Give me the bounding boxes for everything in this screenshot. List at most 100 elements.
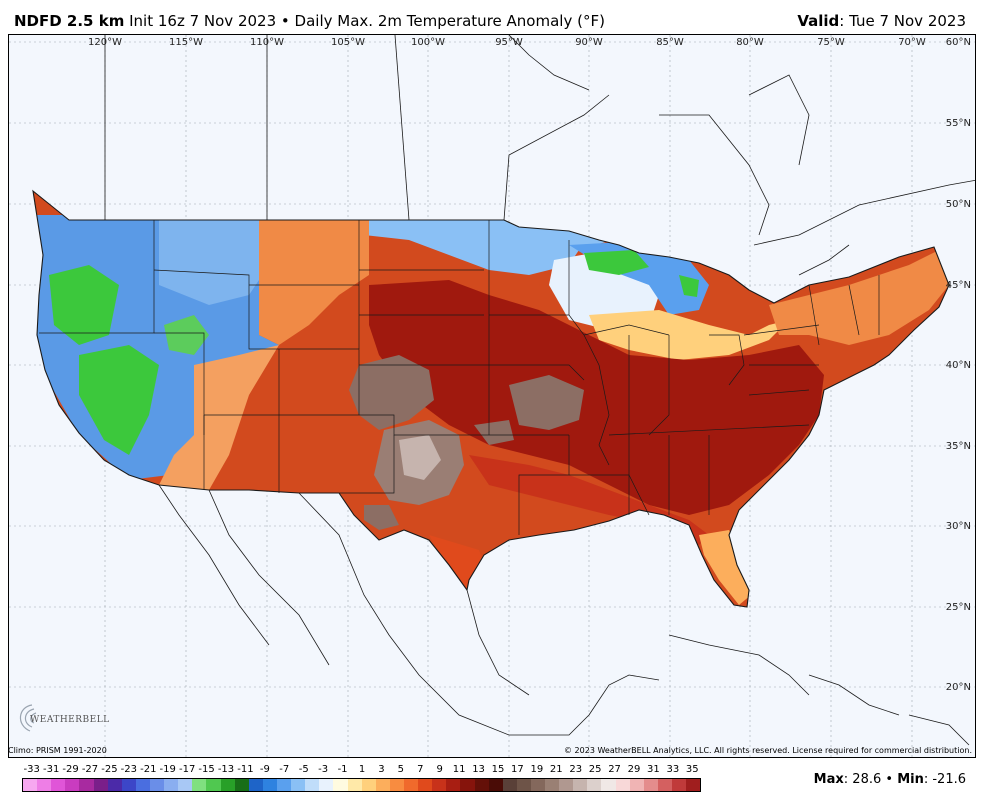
colorbar-swatch — [672, 779, 687, 791]
colorbar-tick-label: -11 — [237, 764, 254, 775]
colorbar-swatch — [23, 779, 38, 791]
lon-label-10: 70°W — [898, 37, 926, 48]
lat-label-5: 35°N — [946, 441, 971, 452]
colorbar-swatch — [629, 779, 644, 791]
lon-label-0: 120°W — [88, 37, 122, 48]
colorbar-tick-labels: -33 -31 -29 -27 -25 -23 -21 -19 -17 -15 -13 -11 -9 -7… — [14, 764, 704, 778]
colorbar-tick-label: 11 — [452, 764, 466, 775]
colorbar-swatch — [149, 779, 165, 791]
colorbar-swatch — [51, 779, 66, 791]
lon-label-9: 75°W — [817, 37, 845, 48]
colorbar-swatch — [516, 779, 531, 791]
colorbar-swatch — [121, 779, 136, 791]
valid-time: Valid: Tue 7 Nov 2023 — [797, 12, 966, 30]
colorbar-swatch — [206, 779, 221, 791]
colorbar-swatch — [79, 779, 94, 791]
temperature-anomaly-map: 120°W 115°W 110°W 105°W 100°W 95°W 90°W … — [9, 35, 975, 757]
lon-label-6: 90°W — [575, 37, 603, 48]
min-value: : -21.6 — [923, 772, 966, 787]
title-separator: • — [280, 12, 290, 30]
lat-label-8: 20°N — [946, 682, 971, 693]
colorbar-tick-label: 1 — [358, 764, 366, 775]
weatherbell-logo — [19, 704, 37, 732]
colorbar-tick-label: 9 — [436, 764, 443, 775]
colorbar-swatch — [474, 779, 489, 791]
map-frame: 120°W 115°W 110°W 105°W 100°W 95°W 90°W … — [8, 34, 976, 758]
map-title: NDFD 2.5 km Init 16z 7 Nov 2023 • Daily … — [14, 12, 605, 30]
lon-label-8: 80°W — [736, 37, 764, 48]
colorbar-tick-label: -7 — [279, 764, 290, 775]
colorbar-swatch — [135, 779, 150, 791]
header: NDFD 2.5 km Init 16z 7 Nov 2023 • Daily … — [0, 0, 984, 34]
colorbar-tick-label: 15 — [491, 764, 505, 775]
colorbar-tick-label: -3 — [318, 764, 329, 775]
colorbar-swatch — [107, 779, 122, 791]
colorbar-tick-label: 21 — [549, 764, 563, 775]
colorbar-swatch — [573, 779, 588, 791]
colorbar-tick-label: 5 — [397, 764, 405, 775]
init-time: Init 16z 7 Nov 2023 — [129, 12, 277, 30]
colorbar-tick-label: -27 — [81, 764, 99, 775]
colorbar-swatch — [262, 779, 277, 791]
colorbar-swatch — [37, 779, 52, 791]
colorbar-tick-label: 27 — [608, 764, 621, 775]
colorbar-swatch — [333, 779, 348, 791]
colorbar-tick-label: -17 — [178, 764, 196, 775]
colorbar-swatch — [587, 779, 602, 791]
lat-label-1: 55°N — [946, 118, 971, 129]
colorbar-swatch — [276, 779, 292, 791]
max-value: : 28.6 — [843, 772, 882, 787]
lon-label-4: 100°W — [411, 37, 445, 48]
lat-label-6: 30°N — [946, 521, 971, 532]
lat-label-0: 60°N — [946, 37, 971, 48]
climo-note: Climo: PRISM 1991-2020 — [8, 746, 107, 755]
colorbar-swatch — [432, 779, 447, 791]
colorbar-swatch — [403, 779, 419, 791]
colorbar-swatch — [530, 779, 546, 791]
colorbar-swatch — [686, 779, 701, 791]
lat-label-2: 50°N — [946, 199, 971, 210]
colorbar-swatch — [559, 779, 574, 791]
lon-label-1: 115°W — [169, 37, 203, 48]
colorbar-tick-label: -21 — [140, 764, 157, 775]
valid-value: : Tue 7 Nov 2023 — [839, 12, 966, 30]
colorbar-tick-label: -13 — [217, 764, 235, 775]
colorbar-swatch — [545, 779, 560, 791]
colorbar-swatch — [601, 779, 616, 791]
state-borders — [32, 189, 950, 608]
model-name: NDFD 2.5 km — [14, 12, 125, 30]
colorbar-swatch — [375, 779, 390, 791]
colorbar-tick-label: -33 — [23, 764, 40, 775]
colorbar-swatch — [220, 779, 235, 791]
anomaly-field — [33, 191, 949, 607]
colorbar-swatch — [446, 779, 461, 791]
min-separator: • — [881, 772, 898, 787]
colorbar-tick-label: 23 — [569, 764, 583, 775]
valid-label: Valid — [797, 12, 840, 30]
colorbar-tick-label: -1 — [337, 764, 348, 775]
colorbar-tick-label: -29 — [62, 764, 79, 775]
colorbar-tick-label: 3 — [378, 764, 385, 775]
colorbar-swatch — [65, 779, 80, 791]
colorbar-swatch — [361, 779, 376, 791]
longitude-labels: 120°W 115°W 110°W 105°W 100°W 95°W 90°W … — [88, 37, 926, 48]
colorbar-tick-label: -31 — [42, 764, 60, 775]
colorbar-swatch — [93, 779, 108, 791]
colorbar-swatch — [643, 779, 658, 791]
colorbar-swatch — [164, 779, 179, 791]
colorbar-tick-label: 31 — [647, 764, 660, 775]
lon-label-7: 85°W — [656, 37, 684, 48]
colorbar-tick-label: -5 — [298, 764, 309, 775]
colorbar-tick-label: 25 — [588, 764, 602, 775]
colorbar-swatch — [657, 779, 673, 791]
logo-text: WEATHERBELL — [30, 715, 110, 725]
colorbar-swatch — [389, 779, 404, 791]
colorbar-tick-label: -9 — [259, 764, 270, 775]
colorbar-tick-label: -19 — [159, 764, 176, 775]
colorbar-swatch — [178, 779, 193, 791]
colorbar-tick-label: -23 — [120, 764, 138, 775]
latitude-labels: 60°N 55°N 50°N 45°N 40°N 35°N 30°N 25°N … — [946, 37, 971, 693]
lat-label-7: 25°N — [946, 602, 971, 613]
colorbar-swatch — [291, 779, 306, 791]
country-borders — [104, 35, 975, 746]
